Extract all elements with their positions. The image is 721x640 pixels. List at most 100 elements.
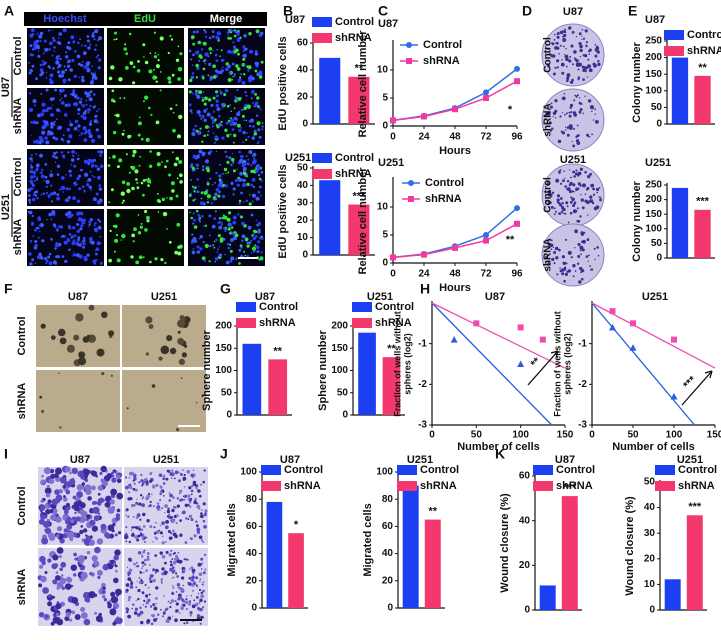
cell (255, 223, 258, 226)
cell (159, 531, 163, 535)
cell (223, 215, 228, 220)
cell (253, 157, 256, 160)
cell (189, 537, 192, 540)
colony (579, 266, 583, 271)
cell (27, 210, 31, 214)
cell (36, 33, 38, 36)
cell (183, 558, 186, 561)
cell (229, 249, 233, 253)
cell (250, 239, 253, 242)
colony (594, 48, 599, 52)
cell (195, 487, 198, 490)
y-tick-label: 100 (645, 223, 662, 234)
cell (154, 257, 158, 261)
cell (56, 164, 61, 168)
panel-title: U87 (563, 6, 583, 18)
cell (128, 595, 132, 600)
cell (208, 47, 213, 51)
cell (258, 106, 261, 110)
colony (585, 41, 589, 44)
column-header: Hoechst (43, 13, 87, 25)
panel-letter: A (4, 3, 14, 19)
cell (62, 28, 67, 33)
cell (65, 187, 69, 191)
cell (164, 541, 167, 543)
colony (587, 58, 590, 61)
cell (197, 562, 202, 567)
cell (95, 128, 99, 132)
cell (148, 164, 153, 168)
legend-swatch (397, 481, 417, 491)
cell (171, 73, 175, 77)
cell (64, 199, 68, 202)
cell (230, 181, 234, 185)
cell (125, 540, 128, 543)
cell (184, 600, 189, 605)
cell (48, 478, 55, 485)
cell (202, 589, 205, 593)
cell (55, 60, 60, 65)
cell (220, 120, 223, 124)
cell (191, 233, 194, 236)
colony (551, 127, 554, 130)
cell (56, 108, 60, 112)
significance: *** (563, 482, 577, 494)
cell (136, 538, 140, 542)
cell (115, 513, 121, 518)
cell (61, 70, 65, 75)
cell (159, 524, 162, 527)
cell (48, 66, 51, 69)
cell (171, 471, 174, 474)
colony (571, 141, 573, 143)
cell (74, 119, 79, 124)
colony (549, 129, 553, 132)
point (450, 336, 458, 343)
colony (585, 44, 588, 47)
cell (218, 190, 221, 194)
y-tick-label: 100 (240, 467, 257, 478)
cell (132, 473, 135, 476)
cell (233, 107, 236, 110)
cell (150, 113, 153, 116)
cell (188, 600, 192, 603)
cell (189, 211, 191, 214)
cell (70, 35, 75, 40)
colony (582, 239, 586, 244)
colony (561, 96, 566, 101)
cell (113, 38, 116, 41)
cell (135, 526, 139, 530)
cell (39, 31, 44, 36)
cell (58, 242, 62, 247)
legend-label: shRNA (678, 480, 715, 492)
bar (671, 187, 689, 258)
colony (564, 113, 566, 116)
cell (173, 477, 176, 480)
cell (241, 108, 244, 111)
cell (39, 171, 42, 174)
y-tick-label: 250 (645, 36, 662, 47)
cell (80, 525, 84, 528)
cell (172, 560, 177, 565)
panel-letter: C (378, 3, 388, 19)
cell (241, 80, 246, 86)
cell (175, 572, 178, 575)
legend-label: Control (284, 464, 323, 476)
colony (559, 44, 562, 47)
cell (224, 184, 228, 188)
axis-line (431, 301, 565, 426)
cell (37, 113, 41, 117)
plate (541, 23, 605, 87)
cell (33, 179, 36, 182)
cell (90, 189, 92, 191)
cell (196, 502, 199, 505)
x-tick-label: 100 (512, 430, 529, 441)
cell (39, 68, 44, 72)
cell (244, 238, 248, 242)
cell (116, 492, 124, 500)
cell (99, 242, 102, 245)
cell (80, 44, 83, 47)
cell (200, 512, 203, 515)
cell (233, 75, 236, 78)
micrograph (27, 149, 104, 206)
header-strip (24, 12, 267, 26)
